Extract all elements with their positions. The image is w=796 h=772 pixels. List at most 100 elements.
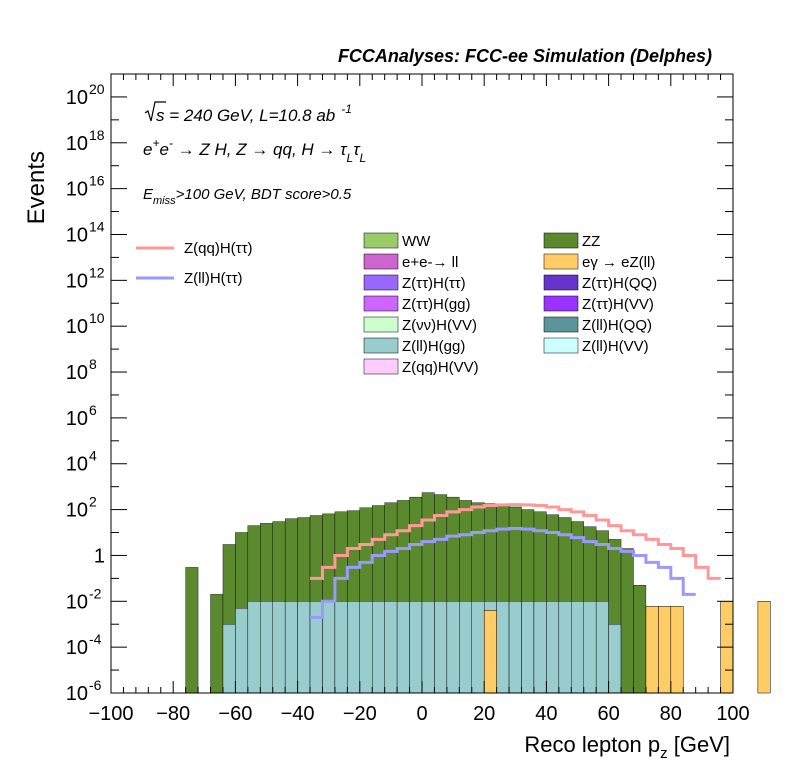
zll-hgg-bar (409, 601, 423, 694)
legend-label: Z(ττ)H(gg) (402, 296, 471, 313)
legend-swatch (363, 316, 399, 333)
annotation-energy: s = 240 GeV, L=10.8 ab -1 (144, 101, 352, 125)
legend-swatch (543, 274, 579, 291)
zll-hgg-bar (384, 601, 398, 694)
egamma-bar (658, 606, 672, 694)
y-tick-label: 1016 (66, 173, 105, 201)
legend-label: Z(ll)H(ττ) (184, 270, 243, 287)
x-tick-label: −40 (281, 703, 315, 725)
series-line (310, 526, 696, 619)
annotation-process: e+e- → Z H, Z → qq, H → τLτL (143, 136, 366, 165)
legend-label: Z(ττ)H(VV) (582, 296, 654, 313)
x-tick-label: 100 (716, 703, 749, 725)
legend-swatch (543, 337, 579, 354)
y-axis: 10-6 10-4 10-2 1 102 104 106 108 1010 1012 1014 101… (66, 81, 733, 705)
zll-hgg-bar (583, 601, 597, 694)
legend-label: Z(qq)H(VV) (402, 359, 479, 376)
zll-hgg-bar (334, 601, 348, 694)
zll-hgg-bar (533, 601, 547, 694)
y-tick-label: 1018 (66, 127, 105, 155)
x-tick-label: 60 (597, 703, 619, 725)
legend: Z(qq)H(ττ) Z(ll)H(ττ) WW e+e-→ ll Z(ττ)H(ττ)… (136, 232, 657, 376)
legend-swatch (363, 232, 399, 249)
chart-title: FCCAnalyses: FCC-ee Simulation (Delphes) (338, 46, 712, 66)
svg-text:s = 240 GeV, L=10.8 ab-1: s = 240 GeV, L=10.8 ab -1 (156, 102, 352, 125)
legend-swatch (363, 295, 399, 312)
zll-hgg-bar (322, 601, 336, 694)
x-tick-label: −100 (88, 703, 133, 725)
zll-hgg-bar (595, 601, 609, 694)
zll-hgg-bar (272, 601, 286, 694)
zll-hgg-bar (508, 601, 522, 694)
zll-hgg-bar (372, 601, 385, 694)
y-tick-label: 1012 (66, 264, 105, 292)
y-tick-label: 10-2 (66, 585, 102, 613)
legend-swatch (363, 358, 399, 375)
zll-hgg-bar (309, 601, 323, 694)
y-tick-label: 10-6 (66, 677, 102, 705)
zll-hgg-bar (571, 601, 584, 694)
zll-hgg-bar (471, 601, 485, 694)
x-tick-label: 80 (660, 703, 682, 725)
x-tick-label: 20 (473, 703, 495, 725)
legend-label: Z(νν)H(VV) (402, 317, 477, 334)
zll-hgg-bar (297, 601, 311, 694)
y-axis-label: Events (23, 151, 50, 224)
zll-hgg-bar (421, 601, 435, 694)
legend-label: Z(ττ)H(QQ) (582, 275, 657, 292)
y-tick-label: 10-4 (66, 631, 102, 659)
x-axis: −100 −80 −60 −40 −20 0 20 40 60 80 100 (88, 74, 750, 725)
zll-hgg-bar (235, 607, 249, 694)
egamma-bar (645, 606, 659, 694)
legend-swatch (543, 316, 579, 333)
series-line (310, 503, 721, 580)
egamma-bar (483, 610, 497, 694)
legend-label: Z(ll)H(QQ) (582, 317, 652, 334)
stack-bar (633, 585, 647, 694)
y-tick-label: 108 (66, 356, 97, 384)
legend-label: ZZ (582, 233, 600, 250)
signal-lines (310, 503, 721, 619)
x-tick-label: 0 (416, 703, 427, 725)
zll-hgg-bar (347, 601, 360, 694)
zll-hgg-bar (446, 601, 460, 694)
zll-hgg-bar (434, 601, 448, 694)
legend-swatch (363, 253, 399, 270)
legend-label: Z(ll)H(VV) (582, 338, 649, 355)
legend-label: e+e-→ ll (402, 254, 458, 271)
sqrt-symbol (144, 101, 166, 122)
legend-label: Z(qq)H(ττ) (184, 240, 253, 257)
zll-hgg-bar (260, 601, 273, 694)
legend-swatch (543, 295, 579, 312)
y-tick-label: 1014 (66, 218, 105, 246)
legend-label: Z(ττ)H(ττ) (402, 275, 466, 292)
x-axis-label: Reco lepton pz [GeV] (524, 732, 730, 762)
x-tick-label: −20 (343, 703, 377, 725)
egamma-bar (670, 606, 684, 694)
egamma-bar (757, 601, 771, 694)
zll-hgg-bar (459, 601, 472, 694)
x-tick-label: −60 (218, 703, 252, 725)
legend-swatch (543, 253, 579, 270)
zll-hgg-bar (222, 624, 236, 694)
x-tick-label: −80 (156, 703, 190, 725)
zll-hgg-bar (359, 601, 373, 694)
zll-hgg-bar (608, 624, 622, 694)
stack-bar (185, 567, 199, 694)
zll-hgg-bar (558, 601, 572, 694)
y-tick-label: 1020 (66, 81, 105, 109)
zll-hgg-bar (521, 601, 535, 694)
x-tick-label: 40 (535, 703, 557, 725)
legend-swatch (363, 274, 399, 291)
stack-bar (210, 594, 224, 694)
zll-hgg-bar (284, 601, 298, 694)
legend-label: WW (402, 233, 431, 250)
zll-hgg-bar (496, 601, 510, 694)
y-tick-label: 1 (94, 545, 105, 567)
legend-swatch (363, 337, 399, 354)
stack-bar (620, 548, 634, 694)
legend-label: eγ → eZ(ll) (582, 254, 655, 271)
annotation-cut: Emiss>100 GeV, BDT score>0.5 (143, 186, 352, 207)
y-tick-label: 106 (66, 402, 97, 430)
